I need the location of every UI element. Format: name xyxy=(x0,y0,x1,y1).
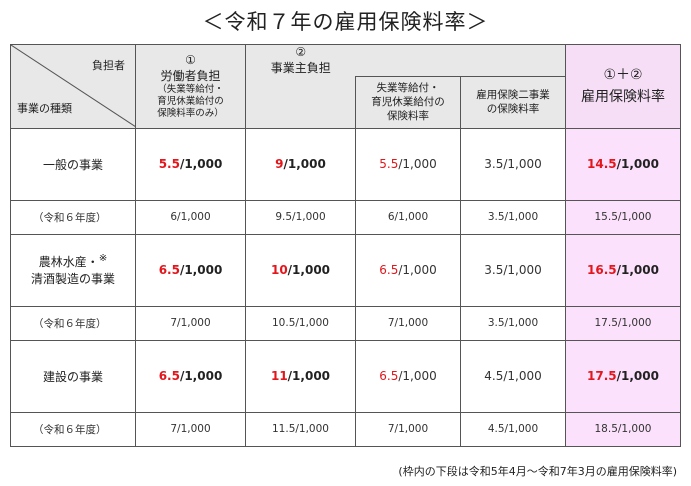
prev-total-rate: 17.5/1,000 xyxy=(565,305,681,341)
worker-rate-unit: /1,000 xyxy=(179,369,223,383)
unemp-line-3: 保険料率 xyxy=(387,110,429,122)
table-row: （令和６年度） 7/1,000 10.5/1,000 7/1,000 3.5/1… xyxy=(10,305,681,341)
footnote: (枠内の下段は令和5年4月～令和7年3月の雇用保険料率) xyxy=(398,465,677,478)
total-rate: 17.5/1,000 xyxy=(565,339,681,413)
page-title: ＜令和７年の雇用保険料率＞ xyxy=(202,10,489,34)
total-rate: 16.5/1,000 xyxy=(565,233,681,307)
prev-total-rate: 18.5/1,000 xyxy=(565,411,681,447)
total-rate-value: 14.5 xyxy=(587,157,617,171)
prev-worker-rate: 6/1,000 xyxy=(135,199,246,235)
total-circle-numbers: ①＋② xyxy=(603,67,643,84)
header-employer-spacer xyxy=(355,44,566,77)
worker-rate-unit: /1,000 xyxy=(179,157,223,171)
worker-circle-number: ① xyxy=(185,52,196,67)
two-projects-rate: 3.5/1,000 xyxy=(460,233,566,307)
business-type-label-2: 清酒製造の事業 xyxy=(30,272,115,286)
unemp-rate-unit: /1,000 xyxy=(398,369,437,383)
two-line-2: の保険料率 xyxy=(486,103,540,115)
total-rate-value: 17.5 xyxy=(587,369,617,383)
two-line-1: 雇用保険二事業 xyxy=(476,89,550,101)
employer-rate-unit: /1,000 xyxy=(287,369,331,383)
worker-label: 労働者負担 xyxy=(160,68,221,83)
total-rate: 14.5/1,000 xyxy=(565,127,681,201)
worker-rate-value: 5.5 xyxy=(158,157,180,171)
worker-rate-unit: /1,000 xyxy=(179,263,223,277)
header-employer-blank xyxy=(245,76,356,129)
total-rate-unit: /1,000 xyxy=(616,369,659,383)
total-rate-unit: /1,000 xyxy=(616,157,659,171)
unemp-line-2: 育児休業給付の xyxy=(371,96,445,108)
employer-rate: 9/1,000 xyxy=(245,127,356,201)
table-row: 建設の事業 6.5/1,000 11/1,000 6.5/1,000 4.5/1… xyxy=(10,339,681,413)
business-type-construction: 建設の事業 xyxy=(10,339,136,413)
business-type-label: 建設の事業 xyxy=(42,369,103,384)
worker-rate: 6.5/1,000 xyxy=(135,233,246,307)
unemp-rate-unit: /1,000 xyxy=(398,157,437,171)
prev-worker-rate: 7/1,000 xyxy=(135,411,246,447)
prev-year-label: （令和６年度） xyxy=(10,305,136,341)
unemp-rate: 5.5/1,000 xyxy=(355,127,461,201)
total-rate-value: 16.5 xyxy=(587,263,617,277)
prev-unemp-rate: 7/1,000 xyxy=(355,411,461,447)
employer-label: 事業主負担 xyxy=(270,61,331,75)
unemp-rate-value: 5.5 xyxy=(379,157,399,171)
prev-year-label: （令和６年度） xyxy=(10,411,136,447)
prev-two-projects-rate: 4.5/1,000 xyxy=(460,411,566,447)
worker-rate: 6.5/1,000 xyxy=(135,339,246,413)
prev-employer-rate: 9.5/1,000 xyxy=(245,199,356,235)
unemp-rate: 6.5/1,000 xyxy=(355,233,461,307)
prev-total-rate: 15.5/1,000 xyxy=(565,199,681,235)
corner-header: 負担者 事業の種類 xyxy=(10,44,136,129)
header-employer-burden: ② 事業主負担 xyxy=(245,44,356,76)
worker-note-3: 保険料率のみ） xyxy=(157,107,224,119)
employer-circle-number: ② xyxy=(295,45,307,59)
employer-rate: 10/1,000 xyxy=(245,233,356,307)
unemp-rate: 6.5/1,000 xyxy=(355,339,461,413)
business-type-label: 一般の事業 xyxy=(42,157,103,172)
header-two-projects: 雇用保険二事業 の保険料率 xyxy=(460,75,566,129)
worker-note-2: 育児休業給付の xyxy=(157,95,224,107)
business-type-agriculture: 農林水産・※ 清酒製造の事業 xyxy=(10,233,136,307)
worker-rate: 5.5/1,000 xyxy=(135,127,246,201)
corner-label-burden: 負担者 xyxy=(92,59,125,72)
unemp-line-1: 失業等給付・ xyxy=(376,82,440,94)
worker-rate-value: 6.5 xyxy=(158,263,180,277)
unemp-rate-unit: /1,000 xyxy=(398,263,437,277)
employer-rate-value: 10 xyxy=(270,263,288,277)
insurance-rate-table: 負担者 事業の種類 ① 労働者負担 （失業等給付・ 育児休業給付の 保険料率のみ… xyxy=(10,44,681,447)
employer-rate-unit: /1,000 xyxy=(283,157,326,171)
unemp-rate-value: 6.5 xyxy=(379,263,399,277)
total-rate-unit: /1,000 xyxy=(616,263,659,277)
employer-rate-value: 11 xyxy=(270,369,288,383)
two-projects-rate: 3.5/1,000 xyxy=(460,127,566,201)
table-row: （令和６年度） 6/1,000 9.5/1,000 6/1,000 3.5/1,… xyxy=(10,199,681,235)
worker-note-1: （失業等給付・ xyxy=(157,83,224,95)
header-total-rate: ①＋② 雇用保険料率 xyxy=(565,44,681,129)
diagonal-divider xyxy=(11,45,136,127)
employer-rate-value: 9 xyxy=(275,157,284,171)
worker-rate-value: 6.5 xyxy=(158,369,180,383)
header-worker-burden: ① 労働者負担 （失業等給付・ 育児休業給付の 保険料率のみ） xyxy=(135,44,246,129)
business-type-general: 一般の事業 xyxy=(10,127,136,201)
unemp-rate-value: 6.5 xyxy=(379,369,399,383)
prev-employer-rate: 10.5/1,000 xyxy=(245,305,356,341)
prev-year-label: （令和６年度） xyxy=(10,199,136,235)
table-row: （令和６年度） 7/1,000 11.5/1,000 7/1,000 4.5/1… xyxy=(10,411,681,447)
prev-two-projects-rate: 3.5/1,000 xyxy=(460,199,566,235)
prev-unemp-rate: 6/1,000 xyxy=(355,199,461,235)
employer-rate-unit: /1,000 xyxy=(287,263,331,277)
prev-two-projects-rate: 3.5/1,000 xyxy=(460,305,566,341)
prev-worker-rate: 7/1,000 xyxy=(135,305,246,341)
prev-unemp-rate: 7/1,000 xyxy=(355,305,461,341)
business-type-label: 農林水産・ xyxy=(38,255,99,269)
header-unemployment-benefit: 失業等給付・ 育児休業給付の 保険料率 xyxy=(355,75,461,129)
employer-rate: 11/1,000 xyxy=(245,339,356,413)
total-label: 雇用保険料率 xyxy=(581,89,665,106)
table-row: 農林水産・※ 清酒製造の事業 6.5/1,000 10/1,000 6.5/1,… xyxy=(10,233,681,307)
prev-employer-rate: 11.5/1,000 xyxy=(245,411,356,447)
note-mark: ※ xyxy=(98,253,108,264)
two-projects-rate: 4.5/1,000 xyxy=(460,339,566,413)
table-row: 一般の事業 5.5/1,000 9/1,000 5.5/1,000 3.5/1,… xyxy=(10,127,681,201)
corner-label-business-type: 事業の種類 xyxy=(17,101,72,115)
